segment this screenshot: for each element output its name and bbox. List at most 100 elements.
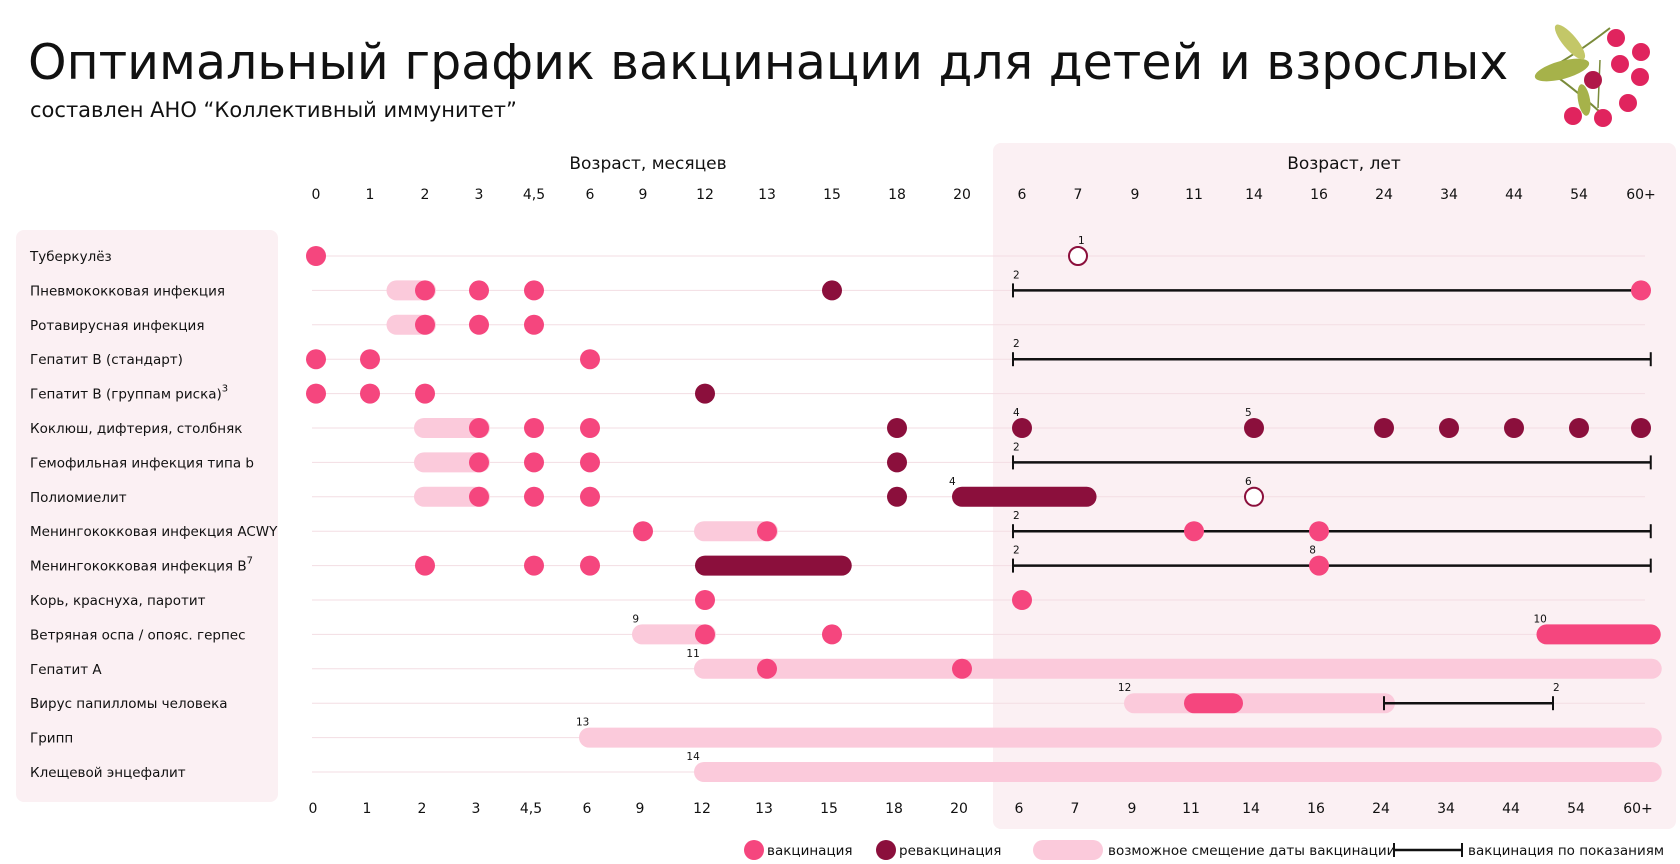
axis-ticks-top: 0 1 2 3 4,5 6 9 12 13 15 18 20 6 7 9 11 14 16 24 34 44 54 60+ xyxy=(312,187,1656,203)
schedule-row: Менингококковая инфекция В7 2 8 xyxy=(30,545,1652,576)
row-label: Корь, краснуха, паротит xyxy=(30,593,206,609)
optional-vaccination-marker xyxy=(1068,246,1088,266)
berry-branch-icon xyxy=(1534,24,1650,127)
footnote-number: 11 xyxy=(686,648,699,660)
years-panel-background xyxy=(993,143,1676,829)
tick-label-top: 9 xyxy=(639,187,648,203)
legend-revaccination-label: ревакцинация xyxy=(899,843,1001,859)
tick-label-top: 1 xyxy=(366,187,375,203)
footnote-number: 2 xyxy=(1013,269,1020,281)
schedule-row: Гепатит В (стандарт) 2 xyxy=(30,338,1652,370)
vaccination-marker xyxy=(415,280,435,301)
schedule-row: Гепатит А 11 xyxy=(30,648,1662,679)
vaccination-marker xyxy=(1309,521,1329,542)
vaccination-marker xyxy=(360,383,380,404)
vaccination-marker xyxy=(580,555,600,576)
row-label: Гепатит В (стандарт) xyxy=(30,352,183,368)
schedule-row: Грипп 13 xyxy=(30,717,1662,748)
tick-label-bottom: 3 xyxy=(472,801,481,817)
tick-label-top: 54 xyxy=(1570,187,1588,203)
tick-label-bottom: 6 xyxy=(583,801,592,817)
vaccination-marker xyxy=(469,280,489,301)
vaccination-marker xyxy=(580,486,600,507)
vaccination-marker xyxy=(469,418,489,438)
tick-label-bottom: 60+ xyxy=(1623,801,1653,817)
tick-label-bottom: 44 xyxy=(1502,801,1520,817)
revaccination-marker xyxy=(1374,418,1394,438)
revaccination-marker xyxy=(822,280,842,301)
tick-label-top: 13 xyxy=(758,187,776,203)
tick-label-bottom: 18 xyxy=(885,801,903,817)
vaccination-marker xyxy=(1631,280,1651,301)
revaccination-marker xyxy=(887,486,907,507)
schedule-row: Вирус папилломы человека 12 2 xyxy=(30,682,1645,714)
tick-label-bottom: 11 xyxy=(1182,801,1200,817)
legend-vaccination-swatch xyxy=(744,840,764,860)
schedule-row: Коклюш, дифтерия, столбняк 4 5 xyxy=(30,407,1651,438)
tick-label-top: 15 xyxy=(823,187,841,203)
vaccination-marker xyxy=(415,555,435,576)
tick-label-bottom: 9 xyxy=(1128,801,1137,817)
footnote-number: 2 xyxy=(1013,338,1020,350)
vaccination-marker xyxy=(695,624,715,645)
tick-label-top: 9 xyxy=(1131,187,1140,203)
footnote-number: 12 xyxy=(1118,682,1131,694)
row-label: Гепатит А xyxy=(30,662,102,678)
tick-label-top: 6 xyxy=(586,187,595,203)
schedule-row: Ветряная оспа / опояс. герпес 9 10 xyxy=(30,613,1661,645)
revaccination-marker xyxy=(887,452,907,473)
tick-label-top: 60+ xyxy=(1626,187,1656,203)
footnote-number: 4 xyxy=(1013,407,1020,419)
vaccination-marker xyxy=(524,314,544,335)
footnote-number: 2 xyxy=(1013,545,1020,557)
row-labels-panel xyxy=(16,230,278,802)
tick-label-bottom: 7 xyxy=(1071,801,1080,817)
schedule-row: Гепатит В (группам риска)3 xyxy=(30,383,1645,404)
page-subtitle: составлен АНО “Коллективный иммунитет” xyxy=(30,98,517,122)
tick-label-top: 12 xyxy=(696,187,714,203)
revaccination-period-bar xyxy=(695,555,852,576)
footnote-number: 14 xyxy=(686,751,700,763)
tick-label-bottom: 24 xyxy=(1372,801,1390,817)
vaccination-marker xyxy=(469,486,489,507)
legend-shift-label: возможное смещение даты вакцинации xyxy=(1108,843,1395,859)
revaccination-marker xyxy=(1012,418,1032,438)
schedule-rows: Туберкулёз 1 Пневмококковая инфекция 2 Ротав… xyxy=(29,235,1662,782)
vaccination-marker xyxy=(306,246,326,266)
vaccination-marker xyxy=(524,280,544,301)
shift-range-bar xyxy=(694,658,1662,679)
vaccination-marker xyxy=(469,314,489,335)
footnote-number: 2 xyxy=(1013,510,1020,522)
revaccination-marker xyxy=(1631,418,1651,438)
revaccination-marker xyxy=(1244,418,1264,438)
row-label: Коклюш, дифтерия, столбняк xyxy=(30,421,242,437)
row-label: Клещевой энцефалит xyxy=(30,765,186,781)
tick-label-top: 24 xyxy=(1375,187,1393,203)
tick-label-bottom: 4,5 xyxy=(520,801,542,817)
tick-label-bottom: 34 xyxy=(1437,801,1455,817)
tick-label-top: 2 xyxy=(421,187,430,203)
vaccination-marker xyxy=(524,452,544,473)
vaccination-marker xyxy=(1012,590,1032,610)
tick-label-bottom: 6 xyxy=(1015,801,1024,817)
axis-ticks-bottom: 0 1 2 3 4,5 6 9 12 13 15 18 20 6 7 9 11 14 16 24 34 44 54 60+ xyxy=(309,801,1653,817)
schedule-row: Менингококковая инфекция ACWY 2 xyxy=(30,510,1652,542)
schedule-row: Корь, краснуха, паротит xyxy=(30,590,1645,610)
vaccination-marker xyxy=(695,590,715,610)
tick-label-top: 11 xyxy=(1185,187,1203,203)
footnote-number: 10 xyxy=(1534,613,1547,625)
vaccination-marker xyxy=(757,658,777,679)
legend-indication-label: вакцинация по показаниям xyxy=(1468,843,1664,859)
axis-title-months: Возраст, месяцев xyxy=(569,154,726,174)
tick-label-top: 3 xyxy=(475,187,484,203)
tick-label-top: 7 xyxy=(1074,187,1083,203)
row-label: Грипп xyxy=(30,731,73,747)
row-label: Менингококковая инфекция В7 xyxy=(30,556,253,575)
legend-shift-swatch xyxy=(1033,840,1103,860)
vaccination-marker xyxy=(1184,521,1204,542)
vaccination-marker xyxy=(633,521,653,542)
schedule-row: Туберкулёз 1 xyxy=(29,235,1645,266)
tick-label-top: 6 xyxy=(1018,187,1027,203)
vaccination-period-bar xyxy=(1184,693,1243,714)
row-label: Пневмококковая инфекция xyxy=(30,283,225,299)
